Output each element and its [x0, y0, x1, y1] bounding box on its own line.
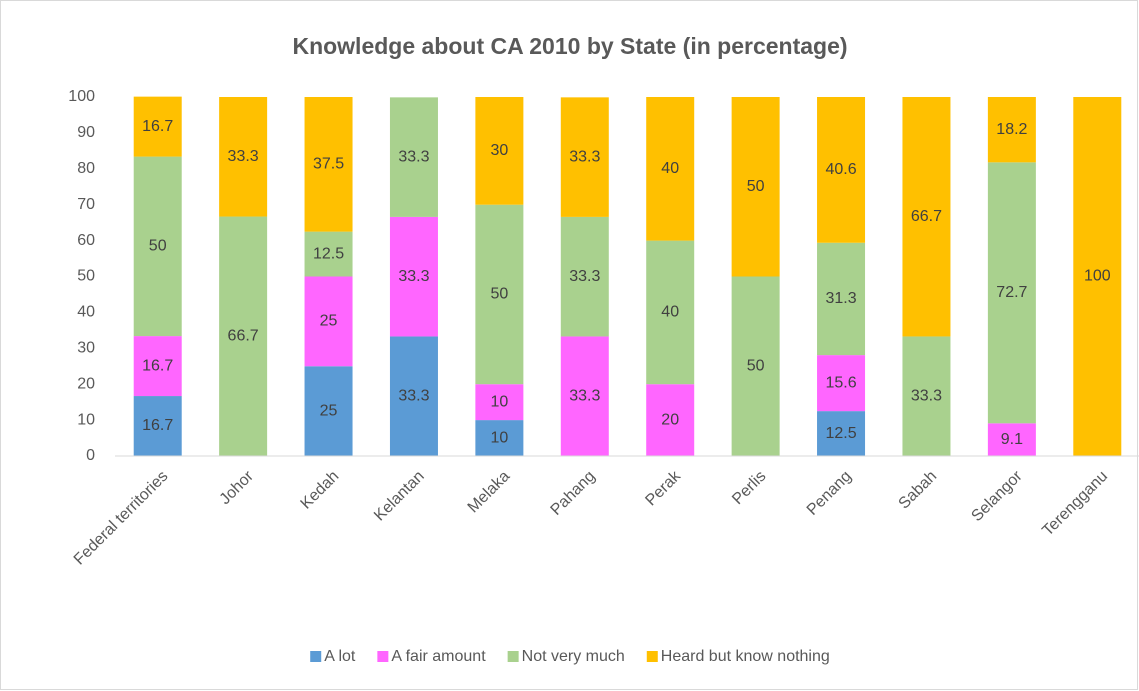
data-label: 40 — [661, 160, 679, 177]
data-label: 12.5 — [825, 425, 856, 442]
data-label: 50 — [149, 238, 167, 255]
legend-label: Heard but know nothing — [661, 648, 830, 665]
y-tick-label: 30 — [77, 340, 95, 357]
y-tick-label: 100 — [68, 88, 95, 105]
data-label: 37.5 — [313, 156, 344, 173]
data-label: 33.3 — [398, 387, 429, 404]
bar-segment — [902, 336, 951, 456]
legend-swatch — [646, 651, 658, 662]
bar-segment — [219, 97, 268, 217]
data-label: 25 — [320, 313, 338, 330]
bar-segment — [133, 396, 182, 456]
legend-swatch — [507, 651, 519, 662]
legend-label: Not very much — [522, 648, 625, 665]
data-label: 33.3 — [569, 268, 600, 285]
bar-segment — [133, 96, 182, 157]
data-label: 16.7 — [142, 417, 173, 434]
data-label: 9.1 — [1001, 431, 1023, 448]
bar-segment — [560, 216, 609, 337]
bar-segment — [987, 97, 1036, 163]
bar-segment — [133, 156, 182, 337]
bar-segment — [817, 97, 866, 243]
bar-segment — [646, 97, 695, 241]
data-label: 40.6 — [825, 161, 856, 178]
data-label: 18.2 — [996, 121, 1027, 138]
y-tick-label: 0 — [86, 447, 95, 464]
data-label: 33.3 — [569, 148, 600, 165]
bar-segment — [304, 276, 353, 367]
bar-segment — [475, 420, 524, 456]
data-label: 16.7 — [142, 357, 173, 374]
bar-segment — [987, 423, 1036, 456]
data-label: 10 — [490, 429, 508, 446]
bar-segment — [987, 162, 1036, 424]
legend-label: A fair amount — [391, 648, 486, 665]
chart-title: Knowledge about CA 2010 by State (in per… — [292, 33, 847, 59]
data-label: 33.3 — [228, 148, 259, 165]
bar-segment — [475, 97, 524, 205]
y-tick-label: 20 — [77, 375, 95, 392]
bar-segment — [731, 276, 780, 456]
data-label: 16.7 — [142, 118, 173, 135]
legend-swatch — [310, 651, 322, 662]
bar-segment — [389, 336, 438, 456]
bar-segment — [817, 411, 866, 456]
data-label: 33.3 — [398, 148, 429, 165]
data-label: 10 — [490, 393, 508, 410]
bar-segment — [304, 97, 353, 232]
legend-label: A lot — [324, 648, 356, 665]
data-label: 72.7 — [996, 284, 1027, 301]
bar-segment — [646, 240, 695, 385]
bar-segment — [475, 384, 524, 421]
data-label: 12.5 — [313, 245, 344, 262]
bar-segment — [304, 366, 353, 456]
data-label: 15.6 — [825, 374, 856, 391]
bar-segment — [731, 97, 780, 277]
bar-segment — [389, 216, 438, 337]
data-label: 66.7 — [228, 327, 259, 344]
bar-segment — [560, 97, 609, 217]
data-label: 50 — [490, 286, 508, 303]
bar-segment — [817, 242, 866, 356]
data-label: 33.3 — [398, 268, 429, 285]
bar-segment — [389, 97, 438, 217]
y-tick-label: 40 — [77, 304, 95, 321]
data-label: 25 — [320, 402, 338, 419]
y-tick-label: 70 — [77, 196, 95, 213]
data-label: 30 — [490, 142, 508, 159]
data-label: 33.3 — [911, 387, 942, 404]
bar-segment — [646, 384, 695, 456]
y-tick-label: 90 — [77, 124, 95, 141]
legend: A lot A fair amount Not very much Heard but… — [310, 648, 830, 665]
y-tick-label: 10 — [77, 411, 95, 428]
bar-segment — [560, 336, 609, 456]
data-label: 20 — [661, 411, 679, 428]
y-tick-label: 80 — [77, 160, 95, 177]
y-tick-label: 50 — [77, 268, 95, 285]
bar-segment — [1073, 97, 1122, 456]
data-label: 50 — [747, 178, 765, 195]
bar-segment — [475, 204, 524, 385]
data-label: 40 — [661, 304, 679, 321]
data-label: 50 — [747, 357, 765, 374]
data-label: 100 — [1084, 268, 1111, 285]
data-label: 31.3 — [825, 290, 856, 307]
data-label: 33.3 — [569, 387, 600, 404]
bar-segment — [902, 97, 951, 337]
bar-segment — [817, 355, 866, 412]
bar-segment — [304, 231, 353, 277]
data-label: 66.7 — [911, 208, 942, 225]
y-tick-label: 60 — [77, 232, 95, 249]
bar-segment — [133, 336, 182, 397]
bar-segment — [219, 216, 268, 456]
legend-swatch — [377, 651, 389, 662]
